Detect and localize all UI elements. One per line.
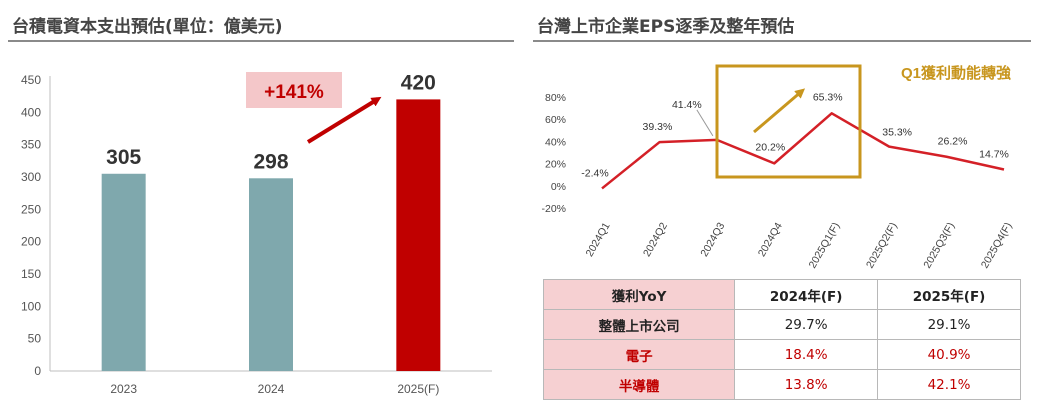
row-value-2024: 29.7% [734, 309, 879, 340]
line-point-label: -2.4% [581, 167, 608, 179]
bar-y-tick-label: 100 [21, 299, 41, 313]
q1-momentum-arrow [753, 88, 806, 134]
table-header-2024: 2024年(F) [734, 279, 879, 310]
bar-y-tick-label: 250 [21, 202, 41, 216]
line-point-label: 35.3% [882, 127, 912, 139]
line-y-tick-label: -20% [541, 203, 566, 215]
bar-y-tick-label: 150 [21, 267, 41, 281]
row-value-2025: 29.1% [877, 309, 1021, 340]
bar [249, 178, 293, 371]
table-row: 半導體 13.8% 42.1% [542, 369, 1021, 400]
line-x-tick-label: 2025Q2(F) [864, 221, 900, 271]
line-y-tick-label: 60% [545, 114, 566, 126]
bar-x-tick-label: 2023 [110, 382, 137, 396]
table-header-2025: 2025年(F) [877, 279, 1021, 310]
eps-line-chart: -20% 0% 20% 40% 60% 80% 2024Q1 2024Q2 2024Q3 2024… [541, 64, 1015, 271]
row-value-2024: 18.4% [734, 339, 879, 370]
row-label: 電子 [542, 339, 736, 370]
line-point-label: 26.2% [938, 136, 968, 148]
eps-series-line [601, 112, 1005, 190]
line-x-tick-label: 2024Q3 [698, 220, 727, 258]
bar-value-label: 420 [401, 71, 436, 94]
bar-y-tick-label: 50 [28, 332, 42, 346]
line-x-tick-label: 2025Q4(F) [979, 221, 1015, 271]
bar-y-tick-label: 300 [21, 170, 41, 184]
table-header-metric: 獲利YoY [542, 279, 736, 310]
right-title-rule [533, 40, 1031, 42]
line-y-tick-label: 40% [545, 136, 566, 148]
q1-highlight-box [715, 64, 862, 179]
bar-chart-title: 台積電資本支出預估(單位：億美元) [12, 17, 283, 37]
growth-annotation: +141% [264, 82, 324, 103]
bar-y-tick-label: 400 [21, 105, 41, 119]
row-value-2024: 13.8% [734, 369, 879, 400]
growth-label-box [246, 72, 342, 108]
line-chart-title: 台灣上市企業EPS逐季及整年預估 [537, 17, 795, 37]
left-title-rule [8, 40, 514, 42]
bar [396, 99, 441, 372]
bar-y-tick-label: 0 [34, 364, 41, 378]
bar-value-label: 298 [253, 150, 288, 173]
line-y-tick-label: 80% [545, 92, 566, 104]
line-y-tick-label: 20% [545, 159, 566, 171]
bar-y-tick-label: 350 [21, 138, 41, 152]
table-row: 電子 18.4% 40.9% [542, 339, 1021, 370]
table-header-row: 獲利YoY 2024年(F) 2025年(F) [542, 279, 1021, 310]
line-x-tick-label: 2024Q1 [584, 220, 613, 258]
bar-y-tick-label: 450 [21, 73, 41, 87]
bar-value-label: 305 [106, 146, 141, 169]
q1-momentum-annotation: Q1獲利動能轉強 [901, 64, 1011, 82]
capex-bar-chart: 0 50 100 150 200 250 300 350 400 450 305 2023 298 20… [21, 71, 492, 396]
bar [101, 173, 146, 371]
table-row: 整體上市公司 29.7% 29.1% [542, 309, 1021, 340]
row-value-2025: 40.9% [877, 339, 1021, 370]
line-x-tick-label: 2025Q3(F) [921, 221, 957, 271]
bar-x-tick-label: 2025(F) [397, 382, 439, 396]
profit-yoy-table: 獲利YoY 2024年(F) 2025年(F) 整體上市公司 29.7% 29.… [542, 279, 1021, 400]
bar-x-tick-label: 2024 [258, 382, 285, 396]
line-x-tick-label: 2024Q4 [756, 220, 785, 258]
growth-arrow [306, 96, 382, 144]
label-leader-line [696, 109, 714, 137]
line-x-tick-label: 2025Q1(F) [807, 221, 843, 271]
row-value-2025: 42.1% [877, 369, 1021, 400]
line-point-label: 14.7% [979, 148, 1009, 160]
row-label: 半導體 [542, 369, 736, 400]
line-point-label: 41.4% [672, 99, 702, 111]
line-point-label: 39.3% [643, 121, 673, 133]
line-y-tick-label: 0% [551, 181, 566, 193]
line-x-tick-label: 2024Q2 [641, 220, 670, 258]
bar-y-tick-label: 200 [21, 235, 41, 249]
line-point-label: 65.3% [813, 91, 843, 103]
row-label: 整體上市公司 [542, 309, 736, 340]
line-point-label: 20.2% [755, 141, 785, 153]
